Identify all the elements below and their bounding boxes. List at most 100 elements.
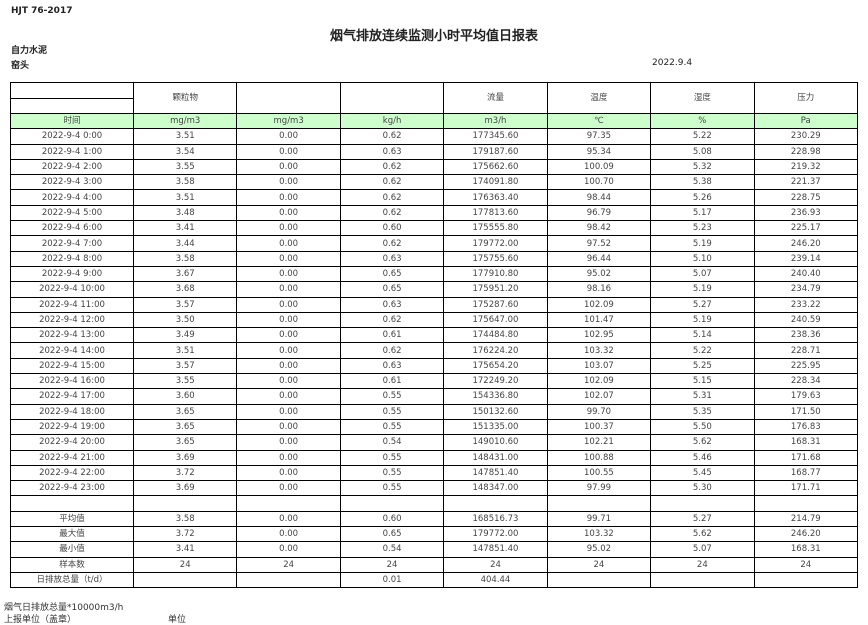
header-blank-cell	[10, 82, 134, 114]
report-table: 颗粒物 流量 温度 湿度 压力 时间 mg/m3 mg/m3 kg/h m3/h…	[10, 82, 859, 589]
table-cell: 168.31	[753, 434, 859, 451]
table-cell: 2022-9-4 23:00	[10, 480, 134, 497]
table-cell: 最大值	[10, 526, 134, 543]
column-header: 流量	[443, 82, 548, 114]
table-cell: 0.60	[339, 220, 445, 237]
table-cell	[339, 495, 445, 512]
table-cell: 日排放总量（t/d）	[10, 571, 134, 589]
table-cell: 98.42	[546, 220, 652, 237]
table-row: 最大值 3.72 0.00 0.65 179772.00 103.32 5.62 246.20	[10, 526, 859, 543]
table-cell: 228.34	[753, 373, 859, 390]
table-cell: 149010.60	[443, 434, 548, 451]
table-cell: 2022-9-4 3:00	[10, 174, 134, 191]
table-cell	[236, 571, 341, 589]
table-cell: 176363.40	[443, 189, 548, 206]
table-cell: 148347.00	[443, 480, 548, 497]
table-cell: 平均值	[10, 510, 134, 528]
table-cell: 100.55	[546, 464, 652, 482]
table-cell: 0.63	[339, 143, 445, 160]
table-cell: 2022-9-4 0:00	[10, 128, 134, 145]
table-cell: 175287.60	[443, 296, 548, 313]
column-header: 温度	[546, 82, 652, 114]
table-cell: 2022-9-4 15:00	[10, 357, 134, 375]
unit-cell: mg/m3	[132, 112, 238, 130]
table-cell: 230.29	[753, 128, 859, 145]
table-cell: 177345.60	[443, 128, 548, 145]
table-cell	[753, 495, 859, 512]
table-cell	[236, 495, 341, 512]
table-cell: 150132.60	[443, 403, 548, 420]
unit-cell: mg/m3	[236, 112, 341, 130]
table-cell: 0.00	[236, 250, 341, 267]
table-cell: 0.00	[236, 204, 341, 222]
table-cell: 0.00	[236, 281, 341, 298]
table-cell: 24	[650, 556, 755, 573]
table-cell: 0.00	[236, 434, 341, 451]
table-cell: 240.59	[753, 311, 859, 329]
column-header	[339, 82, 445, 114]
table-cell: 95.34	[546, 143, 652, 160]
unit-label: 单位	[168, 615, 187, 625]
table-cell: 0.00	[236, 311, 341, 329]
table-cell: 3.58	[132, 174, 238, 191]
table-row: 2022-9-4 12:00 3.50 0.00 0.62 175647.00 101.4…	[10, 311, 859, 329]
table-cell: 0.00	[236, 480, 341, 497]
table-cell: 3.41	[132, 220, 238, 237]
table-cell: 5.17	[650, 204, 755, 222]
table-cell: 0.00	[236, 403, 341, 420]
table-row: 2022-9-4 4:00 3.51 0.00 0.62 176363.40 98.44 5…	[10, 189, 859, 206]
table-cell: 5.45	[650, 464, 755, 482]
table-cell: 5.19	[650, 281, 755, 298]
table-cell: 5.46	[650, 449, 755, 466]
table-cell: 96.44	[546, 250, 652, 267]
table-cell: 0.62	[339, 342, 445, 359]
table-cell: 5.35	[650, 403, 755, 420]
table-row: 日排放总量（t/d） 0.01 404.44	[10, 571, 859, 589]
table-cell: 0.55	[339, 480, 445, 497]
table-cell: 0.00	[236, 174, 341, 191]
table-row: 2022-9-4 11:00 3.57 0.00 0.63 175287.60 102.0…	[10, 296, 859, 313]
table-cell: 5.23	[650, 220, 755, 237]
table-cell: 103.32	[546, 526, 652, 543]
table-cell: 2022-9-4 9:00	[10, 265, 134, 283]
table-cell: 3.72	[132, 526, 238, 543]
table-cell: 2022-9-4 22:00	[10, 464, 134, 482]
table-cell: 3.50	[132, 311, 238, 329]
table-cell: 102.09	[546, 373, 652, 390]
table-cell: 0.55	[339, 388, 445, 405]
table-cell: 3.48	[132, 204, 238, 222]
table-cell: 2022-9-4 5:00	[10, 204, 134, 222]
column-header-row: 颗粒物 流量 温度 湿度 压力	[10, 82, 859, 114]
table-cell: 100.88	[546, 449, 652, 466]
table-cell: 5.10	[650, 250, 755, 267]
column-header: 湿度	[650, 82, 755, 114]
table-cell: 24	[546, 556, 652, 573]
table-cell: 404.44	[443, 571, 548, 589]
table-cell: 5.07	[650, 541, 755, 558]
table-row: 2022-9-4 17:00 3.60 0.00 0.55 154336.80 102.0…	[10, 388, 859, 405]
table-cell	[546, 495, 652, 512]
table-cell: 0.00	[236, 510, 341, 528]
table-cell: 214.79	[753, 510, 859, 528]
table-cell: 171.50	[753, 403, 859, 420]
table-cell: 样本数	[10, 556, 134, 573]
table-cell: 0.55	[339, 464, 445, 482]
table-row: 2022-9-4 2:00 3.55 0.00 0.62 175662.60 100.09…	[10, 158, 859, 176]
table-cell: 3.72	[132, 464, 238, 482]
table-cell: 2022-9-4 20:00	[10, 434, 134, 451]
table-cell	[10, 495, 134, 512]
table-cell: 0.62	[339, 235, 445, 252]
table-cell: 246.20	[753, 526, 859, 543]
table-cell: 168.77	[753, 464, 859, 482]
unit-cell: m3/h	[443, 112, 548, 130]
table-cell: 3.65	[132, 418, 238, 436]
table-cell: 2022-9-4 8:00	[10, 250, 134, 267]
table-cell: 5.31	[650, 388, 755, 405]
table-cell: 24	[339, 556, 445, 573]
table-cell: 5.22	[650, 128, 755, 145]
table-cell: 3.55	[132, 158, 238, 176]
table-cell: 100.37	[546, 418, 652, 436]
table-cell: 0.62	[339, 158, 445, 176]
table-cell: 234.79	[753, 281, 859, 298]
table-cell: 100.09	[546, 158, 652, 176]
